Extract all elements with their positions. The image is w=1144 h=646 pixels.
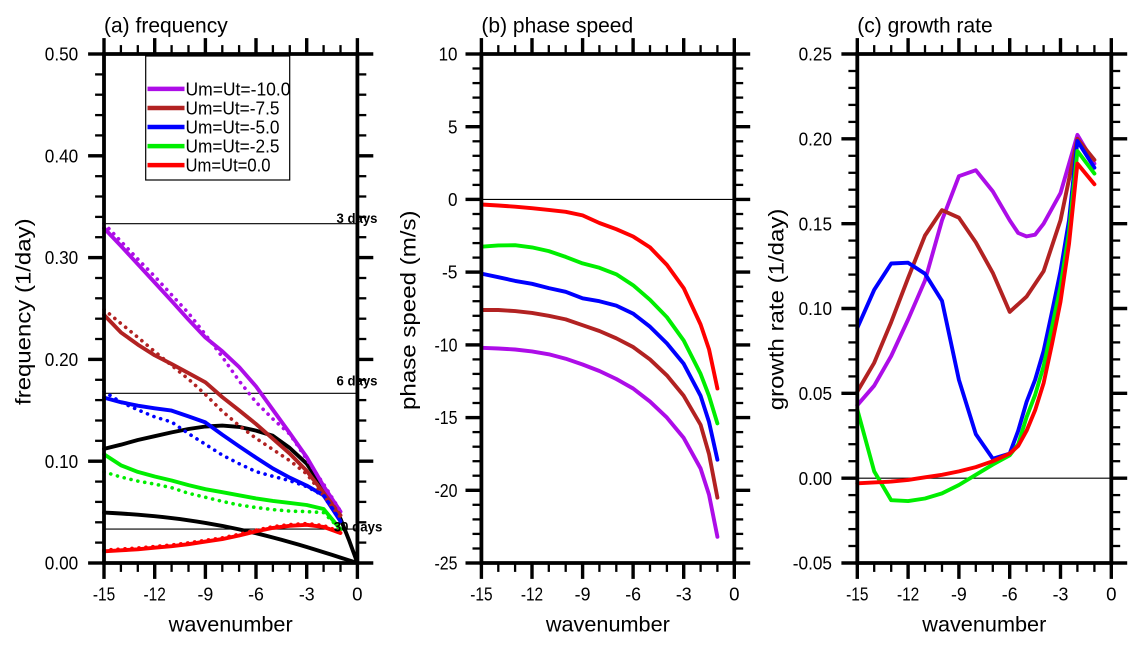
svg-text:0.10: 0.10 [799,298,832,319]
svg-text:-12: -12 [897,584,919,605]
svg-text:frequency (1/day): frequency (1/day) [13,218,36,404]
svg-text:phase speed (m/s): phase speed (m/s) [397,210,420,410]
svg-text:-3: -3 [1053,584,1069,605]
svg-text:wavenumber: wavenumber [545,613,670,637]
svg-text:0.20: 0.20 [799,128,832,149]
svg-text:-15: -15 [470,584,492,605]
svg-text:-9: -9 [575,584,591,605]
svg-text:-9: -9 [951,584,967,605]
svg-text:wavenumber: wavenumber [168,613,293,637]
svg-text:0.30: 0.30 [45,247,78,268]
svg-text:0.25: 0.25 [799,44,832,65]
svg-text:-10: -10 [435,334,458,355]
svg-text:-6: -6 [248,584,264,605]
svg-text:-20: -20 [435,480,458,501]
svg-text:0.00: 0.00 [45,553,78,574]
svg-text:0.00: 0.00 [799,468,832,489]
svg-text:(b) phase speed: (b) phase speed [481,15,633,38]
svg-text:0.50: 0.50 [45,44,78,65]
svg-text:-12: -12 [144,584,166,605]
svg-text:-15: -15 [93,584,115,605]
svg-text:5: 5 [448,116,458,137]
svg-text:0.15: 0.15 [799,213,832,234]
svg-text:0: 0 [352,584,362,605]
svg-text:-6: -6 [625,584,641,605]
svg-text:Um=Ut=-7.5: Um=Ut=-7.5 [186,97,280,118]
svg-text:0.40: 0.40 [45,145,78,166]
svg-text:Um=Ut=-10.0: Um=Ut=-10.0 [186,78,291,99]
svg-text:-0.05: -0.05 [793,553,832,574]
svg-text:(c) growth rate: (c) growth rate [857,15,992,38]
svg-text:-25: -25 [435,553,458,574]
svg-text:0: 0 [1106,584,1116,605]
svg-text:Um=Ut=0.0: Um=Ut=0.0 [186,155,271,176]
svg-text:-3: -3 [676,584,692,605]
svg-text:10: 10 [439,44,458,65]
svg-text:-15: -15 [846,584,868,605]
svg-text:-3: -3 [299,584,315,605]
svg-text:-6: -6 [1002,584,1018,605]
svg-text:30 days: 30 days [334,520,383,535]
svg-text:(a) frequency: (a) frequency [104,15,228,38]
svg-text:wavenumber: wavenumber [921,613,1046,637]
svg-text:0.05: 0.05 [799,383,832,404]
svg-text:3 days: 3 days [337,211,378,226]
svg-text:0.10: 0.10 [45,451,78,472]
svg-text:growth rate (1/day): growth rate (1/day) [765,209,788,411]
svg-text:0: 0 [729,584,739,605]
svg-text:Um=Ut=-5.0: Um=Ut=-5.0 [186,117,280,138]
svg-text:-5: -5 [442,262,458,283]
svg-text:0.20: 0.20 [45,349,78,370]
svg-text:-15: -15 [435,407,458,428]
svg-text:Um=Ut=-2.5: Um=Ut=-2.5 [186,136,280,157]
svg-text:-12: -12 [521,584,543,605]
svg-text:0: 0 [448,189,458,210]
svg-text:6 days: 6 days [337,374,378,389]
svg-text:-9: -9 [197,584,213,605]
